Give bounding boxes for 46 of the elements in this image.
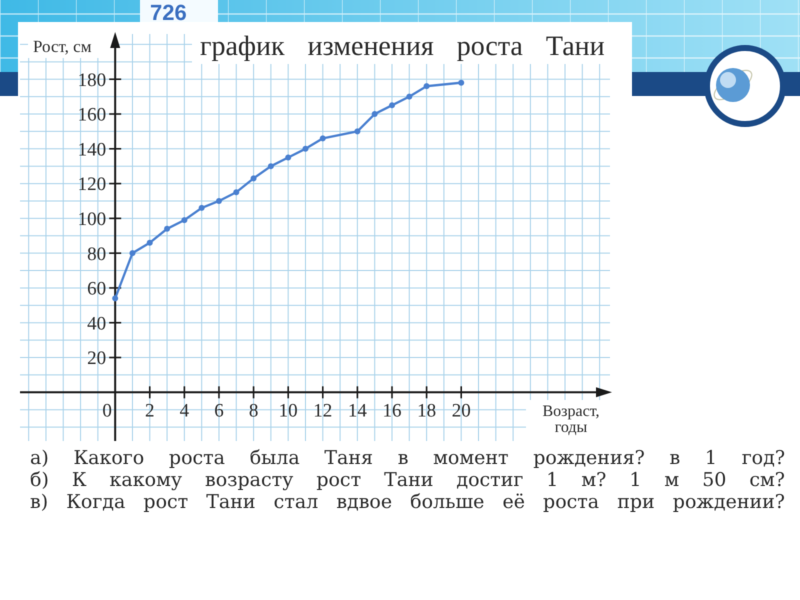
x-tick-label: 6 <box>214 400 224 422</box>
y-tick-label: 80 <box>87 244 106 265</box>
x-tick-label: 16 <box>382 400 402 422</box>
y-tick-label: 40 <box>87 313 106 334</box>
text: 726 <box>150 0 187 25</box>
y-tick-label: 140 <box>78 139 106 160</box>
point <box>320 135 326 142</box>
point <box>424 83 430 90</box>
y-axis-title: Рост, см <box>33 37 92 56</box>
text: а) Какого роста была Таня в момент рождения? в 1 год? <box>30 447 785 469</box>
x-axis-title: Возраст, годы <box>542 403 600 436</box>
y-tick-label: 100 <box>78 209 106 230</box>
point <box>372 111 378 118</box>
point <box>216 198 222 204</box>
y-tick-label: 160 <box>78 104 106 126</box>
point <box>233 189 240 196</box>
x-tick-label: 0 <box>102 400 112 422</box>
point <box>388 102 395 108</box>
chart-title: график изменения роста Тани <box>200 31 605 62</box>
point <box>164 226 170 232</box>
x-tick-label: 12 <box>313 400 332 422</box>
x-tick-label: 10 <box>278 400 298 422</box>
x-tick-label: 4 <box>180 400 190 422</box>
point <box>146 240 153 246</box>
point <box>112 295 118 302</box>
point <box>250 175 257 182</box>
point <box>458 80 464 86</box>
y-tick-label: 120 <box>78 174 106 196</box>
x-tick-label: 2 <box>145 400 155 422</box>
y-tick-label: 60 <box>87 278 106 300</box>
point <box>406 94 412 100</box>
point <box>181 217 188 224</box>
text: в) Когда рост Тани стал вдвое больше её роста при рождении? <box>30 491 785 513</box>
x-tick-label: 18 <box>417 400 436 422</box>
point <box>302 146 308 152</box>
y-tick-label: 20 <box>87 348 106 370</box>
point <box>268 163 274 170</box>
y-tick-label: 180 <box>78 70 106 91</box>
x-tick-label: 20 <box>452 400 471 422</box>
point <box>285 154 292 160</box>
point <box>129 250 136 256</box>
x-tick-label: 8 <box>248 400 258 422</box>
point <box>354 128 360 134</box>
text: б) К какому возрасту рост Тани достиг 1 м? 1 м 50 см? <box>30 469 785 491</box>
x-tick-label: 14 <box>348 400 368 422</box>
point <box>198 204 205 211</box>
